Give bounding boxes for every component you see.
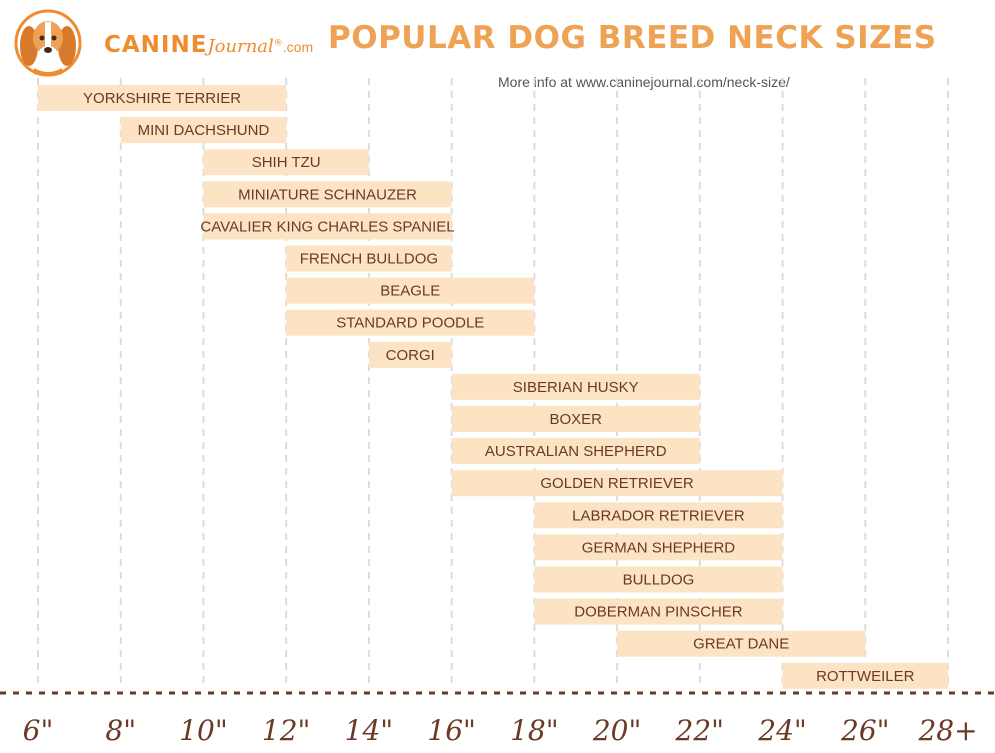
bar-label: MINI DACHSHUND	[138, 122, 270, 139]
bar-label: BOXER	[549, 411, 602, 428]
bar-label: GERMAN SHEPHERD	[582, 539, 736, 556]
x-tick-label: 28+	[917, 714, 977, 747]
bar-label: SHIH TZU	[252, 154, 321, 171]
chart-title: POPULAR DOG BREED NECK SIZES	[328, 20, 937, 56]
bar	[534, 502, 783, 529]
beagle-logo-icon	[14, 9, 82, 77]
bar-label: MINIATURE SCHNAUZER	[238, 186, 417, 203]
logo-journal-text: Journal	[207, 36, 274, 57]
x-tick-label: 20"	[592, 714, 642, 747]
bar-label: GREAT DANE	[693, 636, 789, 653]
bar	[120, 117, 287, 144]
bar	[286, 245, 452, 272]
logo-canine-text: CANINE	[104, 32, 208, 58]
bar	[534, 566, 783, 593]
bar	[203, 181, 452, 208]
canine-journal-logo: CANINEJournal®.com	[14, 8, 313, 78]
chart-subtitle: More info at www.caninejournal.com/neck-…	[498, 74, 790, 90]
bar	[451, 438, 700, 465]
bar-label: YORKSHIRE TERRIER	[83, 90, 241, 107]
x-tick-label: 12"	[262, 714, 311, 747]
x-tick-label: 26"	[840, 714, 890, 747]
bar-label: ROTTWEILER	[816, 668, 915, 685]
x-tick-label: 24"	[757, 714, 807, 747]
x-tick-label: 10"	[179, 714, 228, 747]
bar	[534, 534, 783, 561]
bar	[203, 213, 452, 240]
bar	[38, 85, 287, 111]
bar	[451, 470, 783, 497]
logo-com-text: .com	[282, 39, 314, 55]
bar-label: AUSTRALIAN SHEPHERD	[485, 443, 667, 460]
bar-label: CAVALIER KING CHARLES SPANIEL	[200, 218, 454, 235]
bar	[451, 406, 700, 432]
logo-wordmark: CANINEJournal®.com	[104, 32, 313, 58]
x-tick-label: 6"	[23, 714, 54, 747]
bar	[203, 149, 369, 176]
bar-label: BULLDOG	[623, 572, 695, 589]
bar	[368, 341, 452, 368]
bar	[451, 373, 700, 400]
x-tick-label: 18"	[510, 714, 559, 747]
registered-mark: ®	[273, 38, 283, 49]
bar-label: DOBERMAN PINSCHER	[574, 604, 743, 621]
bar-label: GOLDEN RETRIEVER	[540, 475, 694, 492]
bar-label: LABRADOR RETRIEVER	[572, 507, 745, 524]
x-tick-label: 22"	[675, 714, 725, 747]
bar	[286, 277, 535, 304]
bar-label: BEAGLE	[380, 283, 440, 300]
bar-label: FRENCH BULLDOG	[300, 251, 438, 268]
x-tick-label: 16"	[427, 714, 476, 747]
bar	[617, 630, 866, 657]
x-tick-label: 14"	[345, 714, 394, 747]
bar	[534, 598, 783, 625]
bar-label: SIBERIAN HUSKY	[513, 379, 639, 396]
bar	[286, 309, 535, 336]
bar-label: STANDARD POODLE	[336, 315, 484, 332]
x-tick-label: 8"	[105, 714, 136, 747]
bar-label: CORGI	[386, 347, 435, 364]
bar	[782, 662, 948, 689]
